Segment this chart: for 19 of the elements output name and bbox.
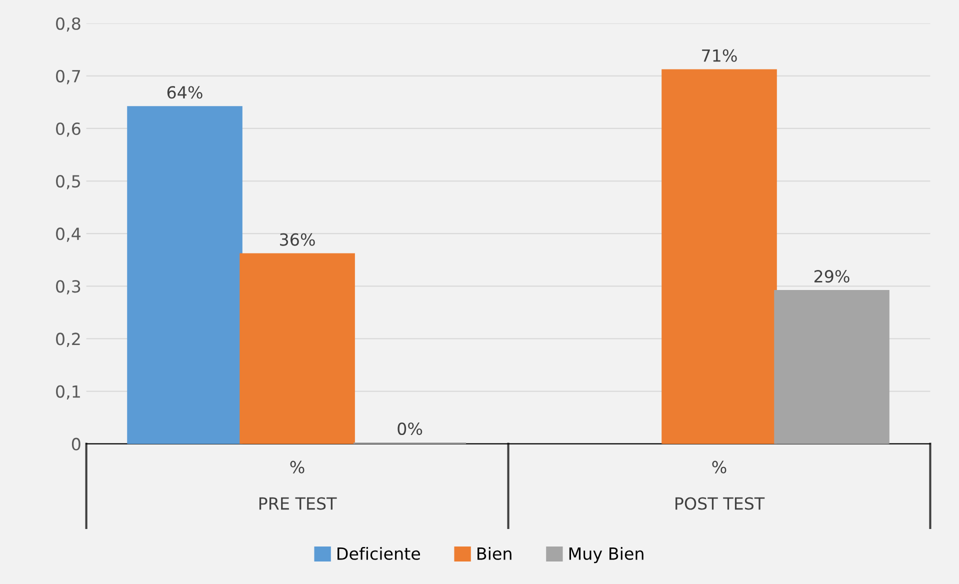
y-tick-label: 0,2: [56, 332, 80, 347]
y-tick-label: 0: [72, 438, 80, 450]
data-label: 71%: [702, 49, 737, 62]
y-tick-label: 0,4: [56, 228, 81, 242]
legend-label: Muy Bien: [569, 547, 644, 564]
category-label: % POST TEST: [676, 460, 765, 510]
y-tick-label: 0,7: [56, 70, 80, 84]
legend-label: Bien: [478, 547, 512, 560]
data-label: 64%: [167, 86, 202, 99]
y-tick-label: 0,8: [56, 17, 80, 32]
y-tick-label: 0,1: [56, 385, 80, 400]
y-tick-label: 0,5: [56, 175, 80, 190]
data-label: 36%: [280, 233, 315, 246]
y-tick-label: 0,3: [56, 280, 80, 294]
data-label: 0%: [398, 422, 422, 436]
data-label: 29%: [814, 270, 850, 283]
legend-label: Deficiente: [338, 547, 420, 560]
y-tick-label: 0,6: [56, 122, 80, 137]
category-label: % PRE TEST: [259, 460, 337, 510]
